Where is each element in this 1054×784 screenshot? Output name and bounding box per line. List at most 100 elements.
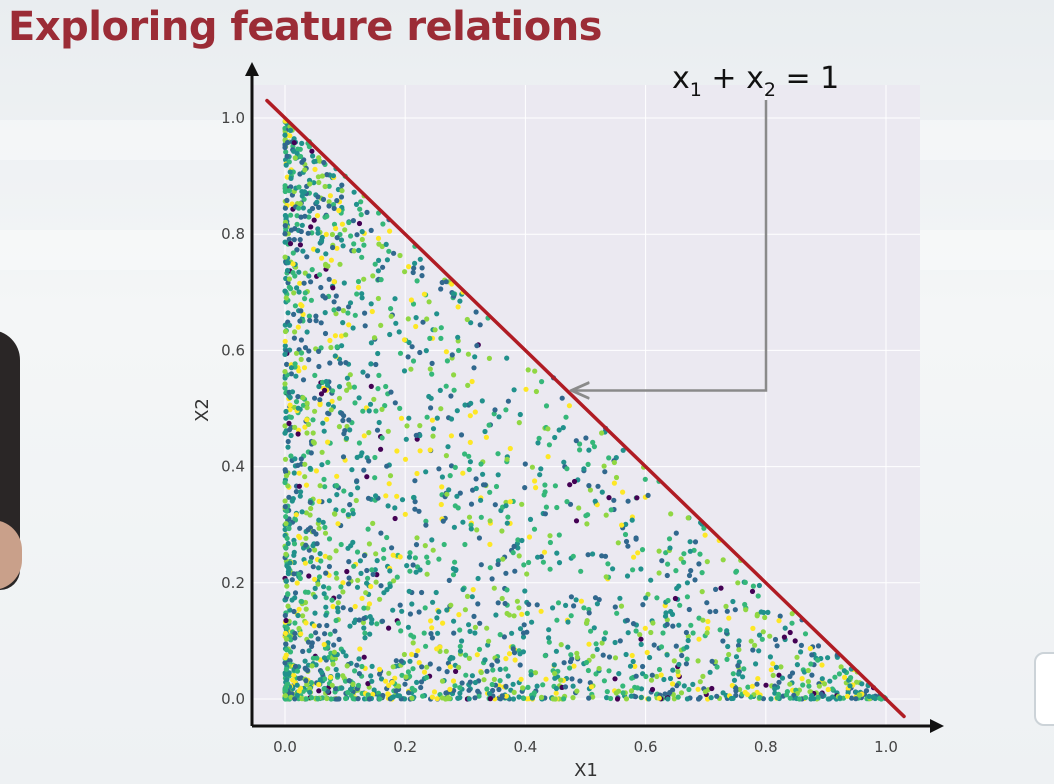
scatter-point	[821, 681, 828, 687]
scatter-point	[496, 683, 502, 689]
scatter-point	[419, 664, 425, 670]
scatter-point	[376, 257, 382, 263]
side-widget-tab[interactable]	[1034, 652, 1054, 726]
scatter-point	[519, 611, 525, 617]
scatter-point	[307, 499, 313, 505]
scatter-point	[599, 553, 605, 559]
scatter-point	[340, 649, 346, 655]
scatter-point	[340, 308, 346, 314]
scatter-point	[669, 681, 676, 687]
scatter-point	[324, 695, 330, 702]
scatter-point	[297, 525, 303, 531]
scatter-point	[290, 261, 296, 267]
scatter-point	[313, 313, 319, 319]
scatter-point	[819, 662, 825, 668]
scatter-point	[282, 328, 289, 335]
scatter-point	[623, 538, 630, 545]
scatter-point	[539, 379, 545, 385]
scatter-point	[495, 600, 501, 606]
scatter-point	[311, 528, 317, 535]
scatter-point	[422, 543, 428, 549]
scatter-point	[395, 620, 401, 626]
scatter-point	[542, 653, 548, 659]
scatter-point	[298, 356, 304, 362]
scatter-point	[553, 690, 559, 696]
scatter-point	[296, 571, 302, 577]
scatter-point	[285, 260, 291, 266]
scatter-point	[463, 652, 469, 658]
scatter-point	[308, 224, 314, 230]
scatter-point	[848, 675, 854, 681]
scatter-point	[611, 480, 618, 486]
scatter-point	[300, 395, 306, 401]
scatter-point	[295, 394, 301, 400]
scatter-point	[299, 509, 305, 515]
scatter-point	[424, 316, 430, 322]
scatter-point	[292, 595, 298, 601]
scatter-point	[656, 570, 662, 576]
scatter-point	[359, 229, 365, 235]
scatter-point	[661, 676, 667, 683]
scatter-point	[542, 482, 548, 488]
scatter-point	[386, 248, 392, 254]
scatter-point	[356, 671, 362, 677]
scatter-point	[757, 694, 763, 700]
scatter-point	[291, 571, 297, 577]
scatter-point	[447, 664, 453, 670]
scatter-point	[402, 681, 408, 687]
scatter-point	[503, 570, 509, 576]
scatter-point	[358, 570, 364, 577]
scatter-point	[374, 558, 380, 564]
scatter-point	[776, 618, 782, 624]
scatter-point	[282, 183, 288, 189]
scatter-point	[343, 695, 349, 702]
scatter-point	[450, 655, 456, 661]
scatter-point	[331, 221, 338, 227]
scatter-point	[532, 368, 538, 374]
scatter-point	[670, 667, 676, 673]
scatter-point	[581, 466, 587, 472]
scatter-point	[724, 608, 730, 614]
scatter-point	[336, 594, 342, 600]
scatter-point	[409, 651, 415, 658]
scatter-point	[687, 539, 693, 545]
scatter-point	[312, 594, 318, 600]
scatter-point	[561, 459, 567, 465]
scatter-point	[478, 514, 484, 520]
scatter-point	[532, 670, 539, 676]
scatter-point	[486, 422, 492, 428]
annotation-arrow	[571, 100, 768, 390]
scatter-point	[318, 238, 325, 244]
scatter-point	[375, 268, 381, 274]
scatter-point	[752, 642, 758, 648]
scatter-point	[697, 551, 703, 557]
scatter-point	[487, 489, 493, 495]
scatter-point	[332, 333, 338, 339]
scatter-point	[287, 169, 293, 175]
scatter-point	[521, 562, 527, 568]
scatter-point	[299, 189, 305, 195]
scatter-point	[374, 572, 380, 578]
scatter-point	[792, 638, 798, 644]
scatter-point	[308, 505, 314, 512]
scatter-point	[554, 504, 560, 511]
scatter-point	[456, 612, 462, 618]
scatter-point	[453, 668, 459, 675]
scatter-point	[321, 591, 327, 597]
scatter-point	[368, 340, 374, 346]
scatter-point	[378, 676, 385, 682]
scatter-point	[825, 696, 831, 702]
scatter-point	[312, 610, 318, 616]
scatter-point	[472, 354, 478, 360]
scatter-point	[630, 621, 637, 627]
scatter-point	[794, 662, 801, 668]
scatter-point	[462, 607, 468, 613]
scatter-point	[283, 636, 290, 642]
scatter-point	[673, 568, 679, 574]
scatter-point	[612, 639, 618, 646]
scatter-point	[627, 663, 634, 669]
scatter-point	[509, 630, 515, 636]
scatter-point	[411, 494, 417, 501]
scatter-point	[616, 688, 622, 694]
scatter-point	[361, 605, 367, 611]
